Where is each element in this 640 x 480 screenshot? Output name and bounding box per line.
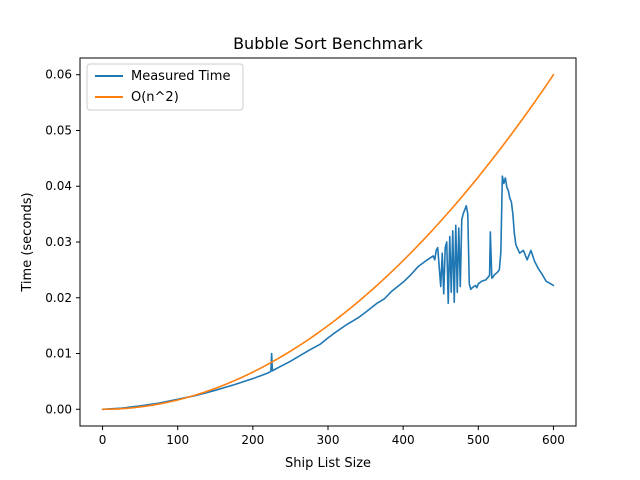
x-axis: 0 100 200 300 400 500 600	[99, 426, 565, 447]
x-tick-label: 400	[392, 433, 415, 447]
x-axis-label: Ship List Size	[285, 456, 371, 471]
y-tick-label: 0.03	[45, 235, 72, 249]
x-tick-label: 0	[99, 433, 107, 447]
series-line-measured-time	[101, 175, 555, 411]
y-axis-label: Time (seconds)	[20, 192, 35, 292]
x-tick-label: 300	[317, 433, 340, 447]
y-tick-label: 0.02	[45, 291, 72, 305]
x-tick-label: 100	[166, 433, 189, 447]
x-tick-label: 500	[467, 433, 490, 447]
x-tick-label: 600	[542, 433, 565, 447]
legend-label-o-n-squared: O(n^2)	[131, 90, 179, 105]
y-tick-label: 0.01	[45, 347, 72, 361]
legend-box	[86, 63, 244, 111]
series-line-o-n-squared	[101, 73, 555, 411]
y-tick-label: 0.05	[45, 123, 72, 137]
x-tick-label: 200	[241, 433, 264, 447]
y-tick-label: 0.04	[45, 179, 72, 193]
y-tick-label: 0.06	[45, 68, 72, 82]
y-axis: 0.00 0.01 0.02 0.03 0.04 0.05 0.06	[45, 68, 80, 416]
chart-title: Bubble Sort Benchmark	[233, 34, 424, 53]
y-tick-label: 0.00	[45, 402, 72, 416]
legend: Measured Time O(n^2)	[86, 63, 244, 111]
series-layer	[101, 73, 555, 411]
legend-label-measured-time: Measured Time	[131, 69, 230, 84]
